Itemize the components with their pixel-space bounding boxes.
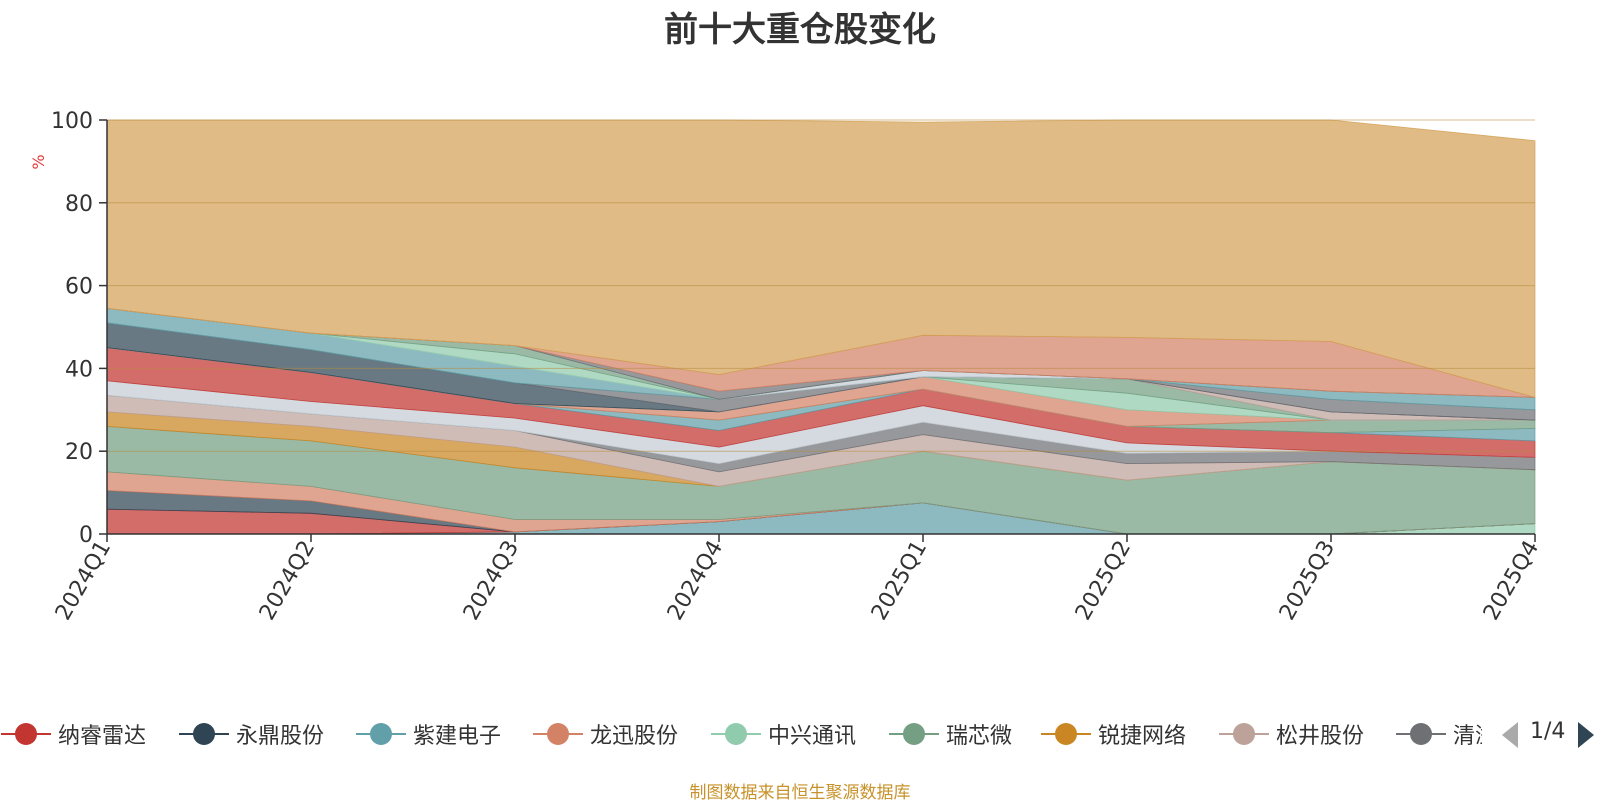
y-tick-label-100: 100	[51, 109, 93, 134]
gridlines	[107, 119, 1535, 452]
area-series-group	[106, 119, 1536, 535]
legend-marker-icon	[889, 723, 939, 745]
legend-label: 松井股份	[1276, 724, 1365, 749]
legend-marker-icon	[1, 723, 51, 745]
legend-marker-icon	[1219, 723, 1269, 745]
legend-item-2[interactable]: 永鼎股份	[178, 712, 354, 756]
legend: 纳睿雷达 永鼎股份 紫建电子 龙迅股份 中兴通讯 瑞芯微 锐捷网络 松井股份 清溢光电 1/4	[0, 712, 1600, 756]
legend-item-6[interactable]: 瑞芯微	[888, 712, 1064, 756]
y-tick-label-60: 60	[65, 275, 93, 300]
legend-item-9[interactable]: 清溢光电	[1395, 712, 1482, 756]
legend-marker-icon	[179, 723, 229, 745]
legend-marker-icon	[356, 723, 406, 745]
legend-marker-icon	[533, 723, 583, 745]
chart-title: 前十大重仓股变化	[664, 10, 936, 50]
legend-item-8[interactable]: 松井股份	[1218, 712, 1394, 756]
y-tick-label-80: 80	[65, 192, 93, 217]
x-tick-label-2025Q1: 2025Q1	[867, 537, 932, 625]
legend-label: 紫建电子	[413, 724, 502, 749]
legend-next-page-icon[interactable]	[1574, 720, 1596, 750]
legend-item-7[interactable]: 锐捷网络	[1040, 712, 1216, 756]
legend-item-3[interactable]: 紫建电子	[355, 712, 531, 756]
legend-label: 龙迅股份	[590, 724, 679, 749]
legend-label: 瑞芯微	[946, 724, 1013, 749]
y-tick-label-40: 40	[65, 357, 93, 382]
legend-item-1[interactable]: 纳睿雷达	[0, 712, 176, 756]
legend-label: 纳睿雷达	[58, 724, 147, 749]
legend-prev-page-icon[interactable]	[1500, 720, 1522, 750]
x-tick-label-2024Q4: 2024Q4	[663, 537, 728, 625]
legend-label: 锐捷网络	[1098, 724, 1187, 749]
legend-page-indicator: 1/4	[1530, 719, 1566, 744]
y-tick-label-20: 20	[65, 440, 93, 465]
legend-items-viewport: 纳睿雷达 永鼎股份 紫建电子 龙迅股份 中兴通讯 瑞芯微 锐捷网络 松井股份 清溢光电	[0, 712, 1482, 756]
legend-label: 清溢光电	[1453, 724, 1482, 749]
x-tick-label-2024Q1: 2024Q1	[51, 537, 116, 625]
y-axis-unit-label: %	[29, 154, 48, 169]
x-tick-label-2024Q3: 2024Q3	[459, 537, 524, 625]
legend-marker-icon	[711, 723, 761, 745]
x-tick-label-2025Q2: 2025Q2	[1071, 537, 1136, 625]
x-tick-label-2024Q2: 2024Q2	[255, 537, 320, 625]
legend-marker-icon	[1396, 723, 1446, 745]
legend-item-5[interactable]: 中兴通讯	[710, 712, 886, 756]
x-tick-label-2025Q3: 2025Q3	[1275, 537, 1340, 625]
legend-marker-icon	[1041, 723, 1091, 745]
legend-label: 中兴通讯	[768, 724, 857, 749]
source-note: 制图数据来自恒生聚源数据库	[689, 783, 911, 803]
x-tick-label-2025Q4: 2025Q4	[1479, 537, 1544, 625]
legend-label: 永鼎股份	[236, 724, 325, 749]
legend-item-4[interactable]: 龙迅股份	[532, 712, 708, 756]
y-tick-label-0: 0	[79, 523, 93, 548]
